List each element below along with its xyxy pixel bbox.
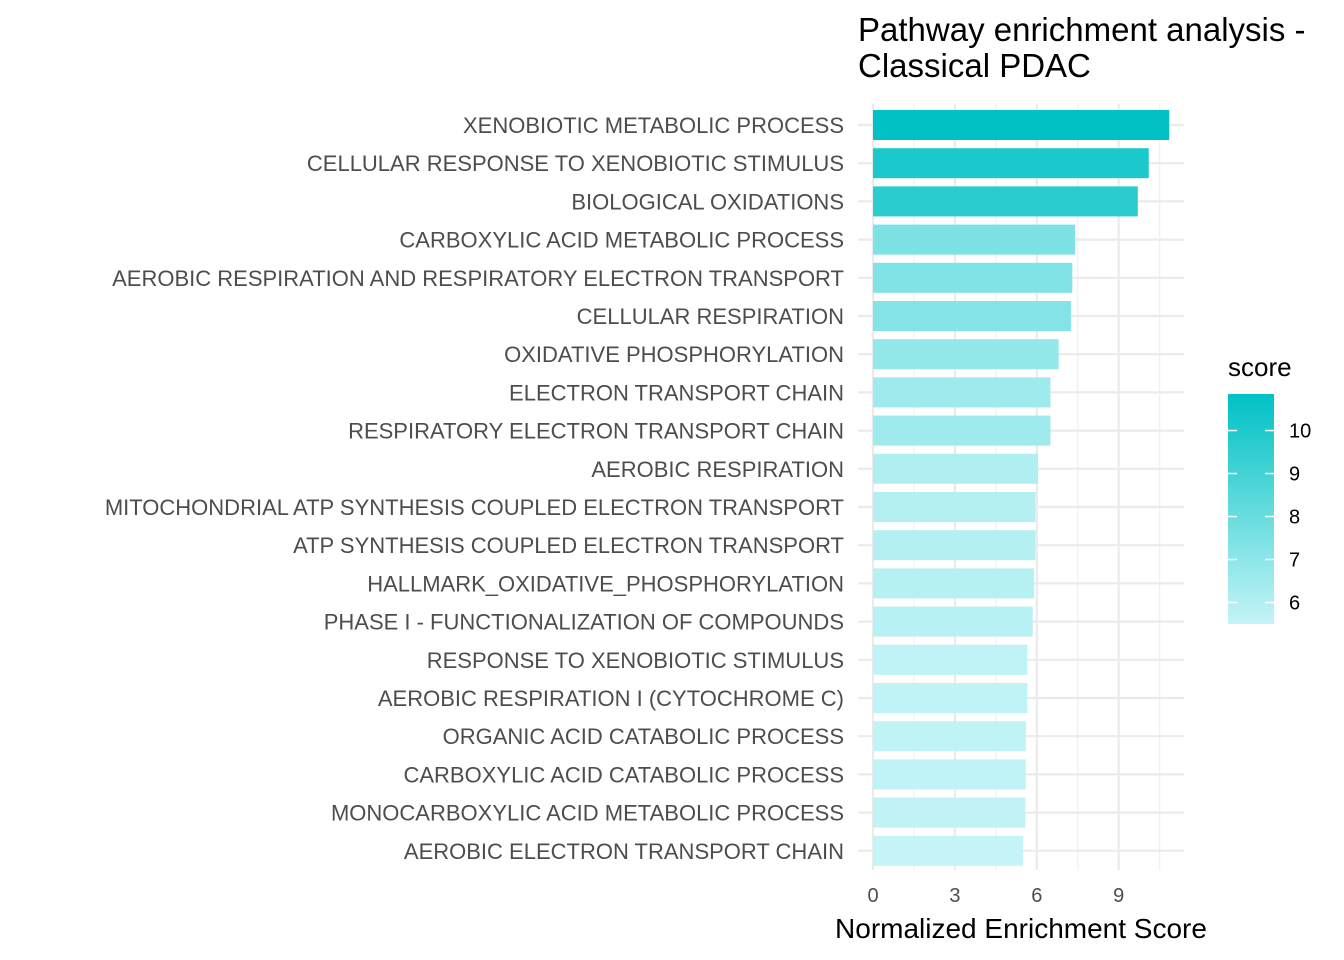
- y-tick-label: OXIDATIVE PHOSPHORYLATION: [504, 342, 844, 367]
- legend-tick-label: 6: [1289, 593, 1300, 615]
- legend-tick-label: 8: [1289, 507, 1300, 529]
- y-tick-label: AEROBIC RESPIRATION I (CYTOCHROME C): [378, 686, 844, 711]
- chart-title-line: Pathway enrichment analysis -: [858, 11, 1306, 48]
- legend-tick-label: 7: [1289, 550, 1300, 572]
- bar: [873, 568, 1035, 599]
- x-tick-label: 3: [949, 885, 960, 907]
- bar: [873, 224, 1076, 255]
- bar: [873, 644, 1028, 675]
- y-tick-label: CELLULAR RESPONSE TO XENOBIOTIC STIMULUS: [307, 151, 844, 176]
- y-tick-label: PHASE I - FUNCTIONALIZATION OF COMPOUNDS: [324, 610, 844, 635]
- x-axis-ticks: 0 3 6 9: [867, 885, 1124, 907]
- bar: [873, 530, 1036, 561]
- y-tick-label: ORGANIC ACID CATABOLIC PROCESS: [443, 724, 844, 749]
- legend-tick-label: 10: [1289, 421, 1311, 443]
- bar: [873, 339, 1059, 370]
- legend-ticks: 6 7 8 9 10: [1228, 421, 1311, 615]
- bar: [873, 835, 1024, 866]
- y-tick-label: AEROBIC ELECTRON TRANSPORT CHAIN: [404, 839, 844, 864]
- y-tick-label: BIOLOGICAL OXIDATIONS: [571, 189, 844, 214]
- y-tick-label: XENOBIOTIC METABOLIC PROCESS: [463, 113, 844, 138]
- y-tick-label: CELLULAR RESPIRATION: [577, 304, 844, 329]
- x-tick-label: 9: [1113, 885, 1124, 907]
- x-tick-label: 6: [1031, 885, 1042, 907]
- y-axis-labels: XENOBIOTIC METABOLIC PROCESS CELLULAR RES…: [105, 113, 844, 864]
- chart-title: Pathway enrichment analysis -Classical P…: [858, 11, 1306, 84]
- grid-lines: [858, 104, 1184, 870]
- bar: [873, 492, 1036, 522]
- bar: [873, 110, 1170, 140]
- legend-color-bar: [1228, 394, 1274, 624]
- y-tick-label: MONOCARBOXYLIC ACID METABOLIC PROCESS: [331, 801, 844, 826]
- y-tick-label: MITOCHONDRIAL ATP SYNTHESIS COUPLED ELEC…: [105, 495, 844, 520]
- chart-title-line: Classical PDAC: [858, 47, 1091, 84]
- legend: score 6 7 8 9 10: [1228, 352, 1311, 624]
- bar: [873, 453, 1039, 484]
- bar: [873, 186, 1138, 217]
- bar: [873, 797, 1026, 828]
- y-tick-label: ELECTRON TRANSPORT CHAIN: [509, 380, 844, 405]
- bar: [873, 721, 1026, 752]
- y-tick-label: AEROBIC RESPIRATION: [591, 457, 844, 482]
- y-tick-label: RESPONSE TO XENOBIOTIC STIMULUS: [427, 648, 844, 673]
- y-tick-label: RESPIRATORY ELECTRON TRANSPORT CHAIN: [348, 419, 844, 444]
- bar: [873, 759, 1026, 790]
- bar: [873, 148, 1149, 179]
- bars: [873, 110, 1170, 866]
- bar: [873, 683, 1028, 713]
- bar: [873, 301, 1071, 331]
- x-tick-label: 0: [867, 885, 878, 907]
- legend-tick-label: 9: [1289, 464, 1300, 486]
- bar: [873, 606, 1033, 637]
- y-tick-label: ATP SYNTHESIS COUPLED ELECTRON TRANSPORT: [293, 533, 844, 558]
- bar: [873, 415, 1051, 446]
- y-tick-label: CARBOXYLIC ACID CATABOLIC PROCESS: [403, 762, 844, 787]
- y-tick-label: AEROBIC RESPIRATION AND RESPIRATORY ELEC…: [112, 266, 844, 291]
- x-axis-title: Normalized Enrichment Score: [835, 913, 1207, 944]
- y-tick-label: CARBOXYLIC ACID METABOLIC PROCESS: [399, 228, 844, 253]
- bar: [873, 377, 1051, 408]
- legend-title: score: [1228, 352, 1292, 382]
- y-tick-label: HALLMARK_OXIDATIVE_PHOSPHORYLATION: [367, 571, 844, 596]
- bar: [873, 262, 1073, 293]
